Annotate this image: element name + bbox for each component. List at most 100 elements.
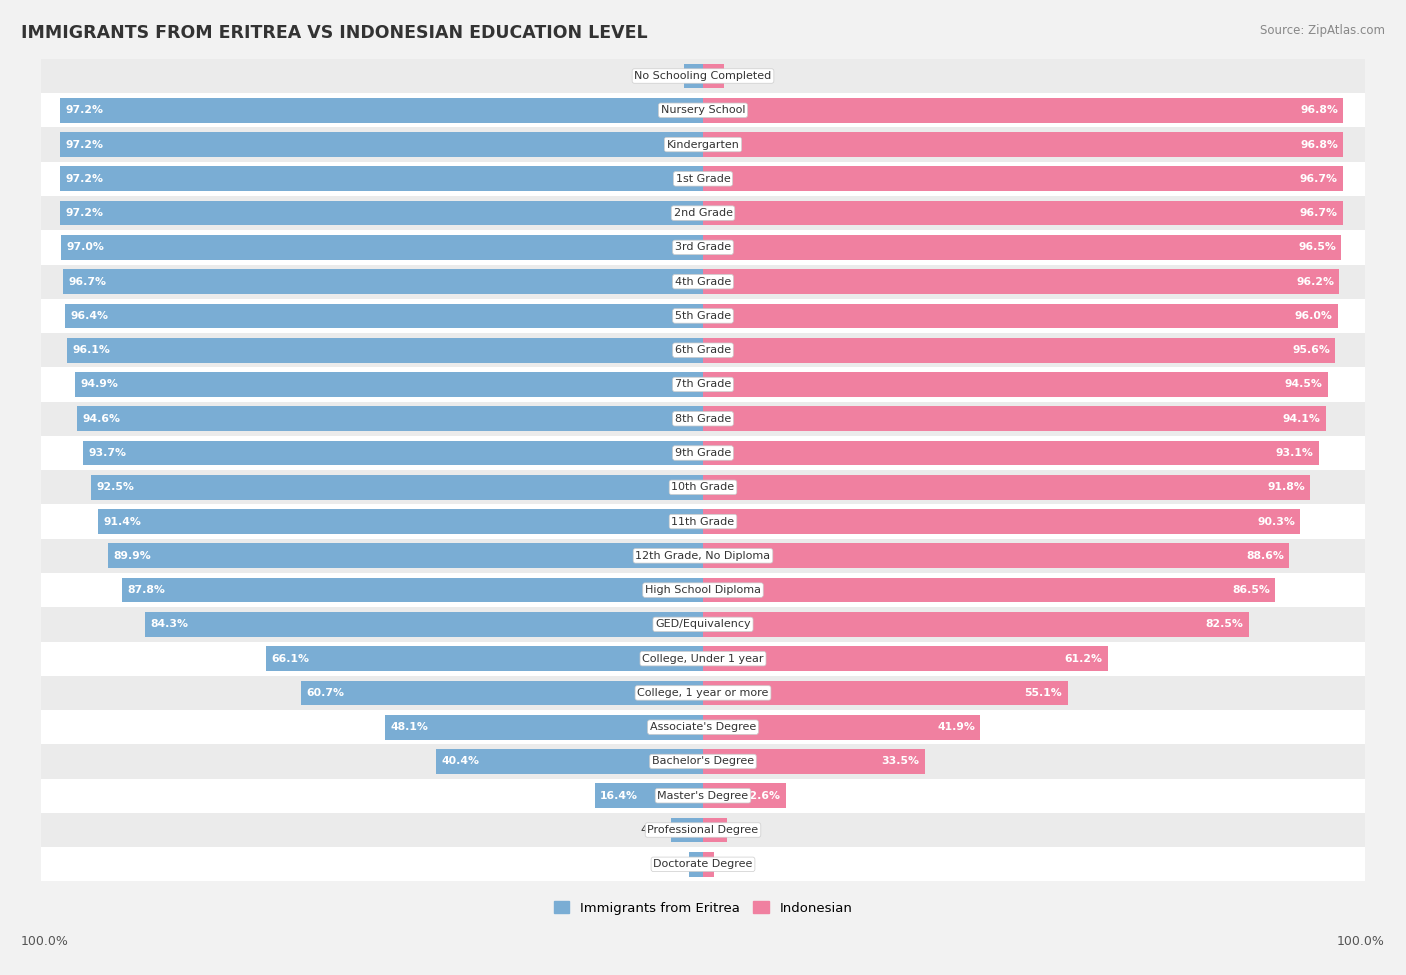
Text: 93.1%: 93.1% xyxy=(1275,448,1313,458)
Text: 2.8%: 2.8% xyxy=(654,71,681,81)
Bar xyxy=(41,470,1365,504)
Bar xyxy=(41,710,1365,744)
Text: 96.7%: 96.7% xyxy=(1299,174,1337,184)
Text: 96.1%: 96.1% xyxy=(73,345,111,355)
Text: 100.0%: 100.0% xyxy=(1337,935,1385,948)
Bar xyxy=(703,441,1319,465)
Bar xyxy=(83,441,703,465)
Text: 97.0%: 97.0% xyxy=(66,243,104,253)
Text: 4.8%: 4.8% xyxy=(641,825,668,835)
Bar xyxy=(703,338,1336,363)
Bar xyxy=(108,543,703,568)
Bar xyxy=(41,128,1365,162)
Text: Master's Degree: Master's Degree xyxy=(658,791,748,800)
Bar xyxy=(41,676,1365,710)
Text: 96.7%: 96.7% xyxy=(69,277,107,287)
Text: 84.3%: 84.3% xyxy=(150,619,188,630)
Text: 96.7%: 96.7% xyxy=(1299,208,1337,218)
Text: 97.2%: 97.2% xyxy=(65,174,103,184)
Bar xyxy=(41,162,1365,196)
Text: 89.9%: 89.9% xyxy=(114,551,152,561)
Bar xyxy=(266,646,703,671)
Bar xyxy=(77,407,703,431)
Bar xyxy=(98,509,703,534)
Text: 12th Grade, No Diploma: 12th Grade, No Diploma xyxy=(636,551,770,561)
Text: 82.5%: 82.5% xyxy=(1205,619,1243,630)
Bar xyxy=(41,607,1365,642)
Text: Nursery School: Nursery School xyxy=(661,105,745,115)
Text: 96.8%: 96.8% xyxy=(1301,139,1339,149)
Text: GED/Equivalency: GED/Equivalency xyxy=(655,619,751,630)
Text: 4th Grade: 4th Grade xyxy=(675,277,731,287)
Bar xyxy=(145,612,703,637)
Bar xyxy=(41,436,1365,470)
Text: 90.3%: 90.3% xyxy=(1257,517,1295,526)
Text: 10th Grade: 10th Grade xyxy=(672,483,734,492)
Bar xyxy=(63,269,703,294)
Text: 12.6%: 12.6% xyxy=(742,791,782,800)
Bar xyxy=(703,133,1343,157)
Bar xyxy=(703,612,1249,637)
Bar xyxy=(41,744,1365,779)
Text: 11th Grade: 11th Grade xyxy=(672,517,734,526)
Text: 2.1%: 2.1% xyxy=(658,859,686,870)
Bar xyxy=(41,504,1365,539)
Bar xyxy=(75,372,703,397)
Bar xyxy=(41,230,1365,264)
Bar xyxy=(60,167,703,191)
Bar xyxy=(41,264,1365,298)
Text: College, 1 year or more: College, 1 year or more xyxy=(637,688,769,698)
Text: 1st Grade: 1st Grade xyxy=(676,174,730,184)
Bar xyxy=(703,98,1343,123)
Bar xyxy=(703,235,1341,259)
Text: 66.1%: 66.1% xyxy=(271,653,309,664)
Legend: Immigrants from Eritrea, Indonesian: Immigrants from Eritrea, Indonesian xyxy=(548,896,858,920)
Text: 96.4%: 96.4% xyxy=(70,311,108,321)
Bar xyxy=(41,94,1365,128)
Bar xyxy=(703,303,1339,329)
Text: 92.5%: 92.5% xyxy=(97,483,134,492)
Text: 8th Grade: 8th Grade xyxy=(675,413,731,424)
Bar xyxy=(41,402,1365,436)
Text: 97.2%: 97.2% xyxy=(65,208,103,218)
Bar xyxy=(689,852,703,877)
Text: 94.9%: 94.9% xyxy=(80,379,118,389)
Text: 96.0%: 96.0% xyxy=(1295,311,1333,321)
Bar xyxy=(60,201,703,225)
Text: 100.0%: 100.0% xyxy=(21,935,69,948)
Text: 96.8%: 96.8% xyxy=(1301,105,1339,115)
Text: 3rd Grade: 3rd Grade xyxy=(675,243,731,253)
Bar xyxy=(41,779,1365,813)
Bar xyxy=(41,196,1365,230)
Bar xyxy=(41,573,1365,607)
Bar xyxy=(41,58,1365,94)
Bar xyxy=(41,539,1365,573)
Bar xyxy=(60,98,703,123)
Bar xyxy=(41,642,1365,676)
Text: 96.5%: 96.5% xyxy=(1298,243,1336,253)
Text: Professional Degree: Professional Degree xyxy=(647,825,759,835)
Bar xyxy=(60,133,703,157)
Text: High School Diploma: High School Diploma xyxy=(645,585,761,595)
Bar xyxy=(62,235,703,259)
Bar xyxy=(703,63,724,89)
Text: 1.6%: 1.6% xyxy=(717,859,744,870)
Text: 41.9%: 41.9% xyxy=(936,722,974,732)
Text: No Schooling Completed: No Schooling Completed xyxy=(634,71,772,81)
Bar xyxy=(41,847,1365,881)
Text: Source: ZipAtlas.com: Source: ZipAtlas.com xyxy=(1260,24,1385,37)
Bar xyxy=(91,475,703,499)
Bar xyxy=(671,818,703,842)
Text: 2nd Grade: 2nd Grade xyxy=(673,208,733,218)
Text: 86.5%: 86.5% xyxy=(1232,585,1270,595)
Text: 60.7%: 60.7% xyxy=(307,688,344,698)
Text: 97.2%: 97.2% xyxy=(65,139,103,149)
Text: 61.2%: 61.2% xyxy=(1064,653,1102,664)
Text: 3.2%: 3.2% xyxy=(727,71,755,81)
Bar xyxy=(703,681,1067,705)
Text: Bachelor's Degree: Bachelor's Degree xyxy=(652,757,754,766)
Bar xyxy=(385,715,703,740)
Text: IMMIGRANTS FROM ERITREA VS INDONESIAN EDUCATION LEVEL: IMMIGRANTS FROM ERITREA VS INDONESIAN ED… xyxy=(21,24,648,42)
Text: 88.6%: 88.6% xyxy=(1246,551,1284,561)
Bar xyxy=(41,298,1365,333)
